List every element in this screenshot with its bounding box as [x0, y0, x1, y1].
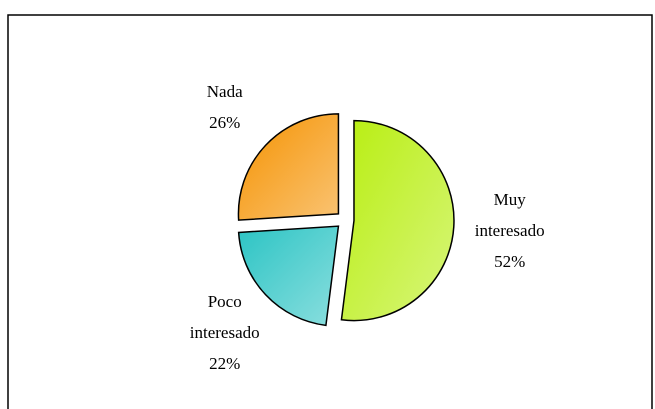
slice-label: Nada — [206, 82, 243, 102]
slice — [237, 113, 340, 221]
slice-label: Poco interesado — [189, 292, 260, 343]
slice-value: 22% — [209, 354, 241, 374]
slice-label: Muy interesado — [474, 189, 545, 240]
slice-value: 26% — [209, 113, 241, 133]
slice-value: 52% — [494, 251, 526, 271]
slice — [237, 225, 340, 327]
slice — [340, 119, 455, 322]
